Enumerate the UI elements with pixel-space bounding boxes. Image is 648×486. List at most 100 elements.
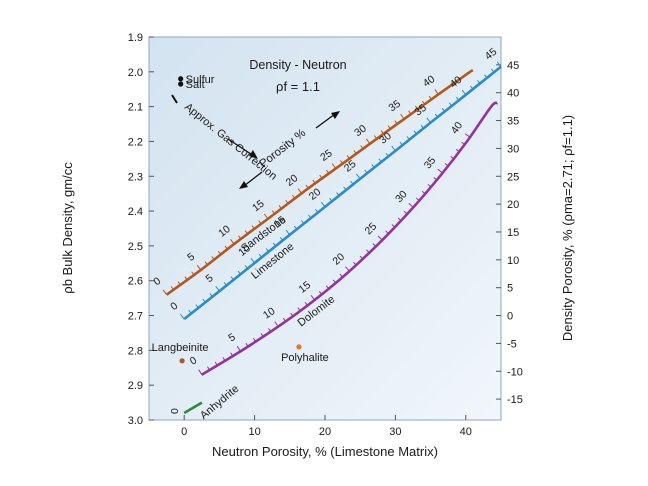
sulfur-label: Sulfur xyxy=(186,74,215,86)
sandstone-porosity-tick xyxy=(360,145,364,150)
sandstone-porosity-tick xyxy=(184,276,188,281)
sandstone-porosity-tick xyxy=(408,110,412,115)
y2-tick-label: -15 xyxy=(507,394,523,406)
dolomite-porosity-tick xyxy=(391,224,396,228)
plot-area xyxy=(148,36,502,421)
sulfur-point xyxy=(178,76,184,82)
sandstone-porosity-tick xyxy=(415,105,419,110)
gas-correction-arrow xyxy=(227,138,255,157)
sandstone-porosity-tick xyxy=(387,125,391,130)
sandstone-porosity-tick xyxy=(297,188,302,194)
anhydrite-line xyxy=(183,401,203,415)
dolomite-porosity-tick xyxy=(339,273,344,278)
limestone-porosity-tick xyxy=(223,282,227,286)
dolomite-porosity-tick xyxy=(290,312,294,317)
dolomite-porosity-tick xyxy=(268,328,272,332)
limestone-line xyxy=(183,65,502,321)
sandstone-porosity-tick xyxy=(434,89,439,95)
dolomite-porosity-tick xyxy=(260,333,264,337)
dolomite-porosity-tick xyxy=(444,163,449,167)
gas-correction-arrowhead xyxy=(249,150,258,159)
limestone-porosity-tick xyxy=(180,314,185,320)
y-tick-label: 2.4 xyxy=(128,206,143,218)
limestone-porosity-tick xyxy=(391,145,396,152)
salt-label: Salt xyxy=(186,79,205,91)
limestone-porosity-tick xyxy=(258,253,263,258)
dolomite-porosity-tick xyxy=(230,352,234,357)
sandstone-porosity-tick xyxy=(292,194,296,199)
x-tick-label: 10 xyxy=(248,426,260,438)
dolomite-porosity-tick xyxy=(282,317,287,322)
dolomite-porosity-tick xyxy=(403,211,408,215)
y2-tick-label: 0 xyxy=(507,311,513,323)
porosity-arrow-down xyxy=(243,171,263,187)
porosity-arrow-up xyxy=(315,113,336,129)
sandstone-porosity-tick xyxy=(428,95,432,100)
sandstone-porosity-tick xyxy=(204,261,208,266)
dolomite-porosity-tick xyxy=(236,346,241,352)
limestone-porosity-tick xyxy=(300,220,305,224)
langbeinite-point xyxy=(179,358,185,364)
limestone-porosity-tick xyxy=(364,169,368,174)
dolomite-porosity-tick xyxy=(366,249,370,254)
limestone-porosity-tick xyxy=(477,80,481,84)
sandstone-porosity-tick xyxy=(339,160,344,164)
porosity-arrowhead-down xyxy=(239,181,248,189)
langbeinite-label: Langbeinite xyxy=(152,342,209,354)
sandstone-porosity-tick xyxy=(331,163,337,169)
y-tick-label: 2.3 xyxy=(128,171,143,183)
gas-correction-marker xyxy=(171,94,178,104)
sandstone-porosity-tick xyxy=(271,210,276,215)
sandstone-porosity-label: 0 xyxy=(151,275,163,288)
dolomite-porosity-tick xyxy=(455,148,460,153)
limestone-porosity-tick xyxy=(308,214,312,219)
dolomite-porosity-tick xyxy=(372,243,377,247)
sandstone-porosity-tick xyxy=(162,289,168,295)
dolomite-porosity-tick xyxy=(464,133,471,138)
y2-tick-label: 15 xyxy=(507,227,519,239)
limestone-porosity-tick xyxy=(461,89,467,96)
y-tick-label: 2.5 xyxy=(128,241,143,253)
polyhalite-point xyxy=(296,344,302,350)
limestone-porosity-tick xyxy=(426,117,431,123)
sandstone-porosity-tick xyxy=(400,113,405,120)
limestone-porosity-tick xyxy=(378,158,382,163)
y2-tick-label: 35 xyxy=(507,116,519,128)
limestone-porosity-tick xyxy=(329,197,333,202)
sandstone-porosity-tick xyxy=(263,213,269,220)
dolomite-porosity-tick xyxy=(245,342,249,347)
y2-tick-label: 30 xyxy=(507,143,519,155)
limestone-porosity-tick xyxy=(491,68,495,73)
dolomite-porosity-tick xyxy=(385,230,389,235)
limestone-porosity-tick xyxy=(406,136,410,140)
y-tick-label: 3.0 xyxy=(128,415,143,427)
dolomite-porosity-tick xyxy=(437,168,443,174)
polyhalite-label: Polyhalite xyxy=(281,352,329,364)
limestone-porosity-tick xyxy=(244,265,248,269)
limestone-porosity-tick xyxy=(399,141,403,146)
y2-tick-label: 25 xyxy=(507,171,519,183)
limestone-porosity-tick xyxy=(209,293,213,298)
y2-tick-label: 40 xyxy=(507,88,519,100)
dolomite-porosity-tick xyxy=(415,197,420,202)
limestone-porosity-tick xyxy=(293,225,298,230)
sandstone-porosity-tick xyxy=(251,225,255,230)
porosity-arrowhead-up xyxy=(331,111,340,119)
dolomite-porosity-label: 0 xyxy=(188,354,199,367)
dolomite-porosity-tick xyxy=(377,235,383,241)
dolomite-porosity-tick xyxy=(214,361,218,366)
sandstone-porosity-tick xyxy=(211,256,215,260)
axes: 0 10 20 30 40 1.9 2.0 2.1 2.2 2.3 2.4 2.5 2.6 2.7 2.8 2… xyxy=(128,32,523,438)
limestone-porosity-tick xyxy=(230,276,234,281)
limestone-porosity-tick xyxy=(350,180,354,185)
sandstone-porosity-tick xyxy=(244,230,249,235)
limestone-porosity-tick xyxy=(343,186,347,191)
y-tick-label: 2.0 xyxy=(128,67,143,79)
y-tick-label: 2.2 xyxy=(128,136,143,148)
sandstone-porosity-tick xyxy=(285,200,289,204)
dolomite-porosity-tick xyxy=(318,290,323,295)
chart-subtitle: ρf = 1.1 xyxy=(276,79,320,94)
dolomite-porosity-tick xyxy=(325,285,330,290)
limestone-porosity-tick xyxy=(470,85,474,90)
y-tick-label: 2.6 xyxy=(128,276,143,288)
